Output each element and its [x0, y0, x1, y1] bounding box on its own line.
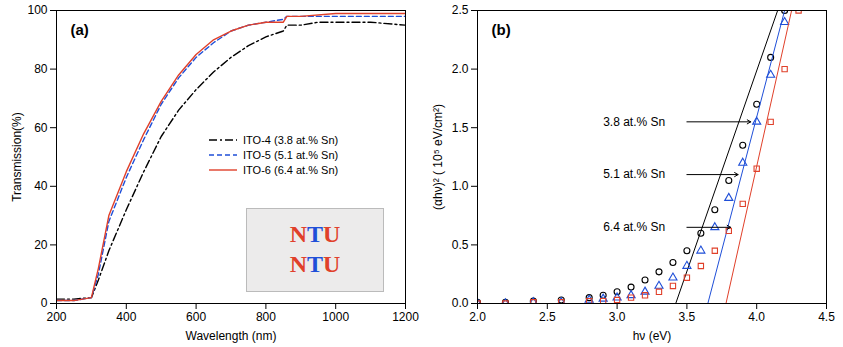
html-text:ITO-6 (6.4 at.% Sn): ITO-6 (6.4 at.% Sn)	[243, 163, 339, 176]
svg-text:5.1 at.% Sn: 5.1 at.% Sn	[603, 167, 665, 181]
html-text:N T U: N T U	[289, 251, 341, 277]
svg-text:3.0: 3.0	[609, 310, 626, 324]
svg-text:(a): (a)	[71, 21, 89, 38]
svg-text:200: 200	[46, 310, 66, 324]
svg-text:1200: 1200	[392, 310, 419, 324]
svg-text:2.5: 2.5	[452, 3, 469, 17]
svg-text:hν (eV): hν (eV)	[633, 329, 672, 343]
svg-text:400: 400	[116, 310, 136, 324]
svg-text:2.5: 2.5	[539, 310, 556, 324]
svg-text:Transmission(%): Transmission(%)	[10, 112, 24, 202]
svg-text:4.5: 4.5	[818, 310, 835, 324]
svg-text:2.0: 2.0	[469, 310, 486, 324]
html-text:N T U: N T U	[289, 221, 341, 247]
svg-text:1.0: 1.0	[452, 179, 469, 193]
svg-text:3.8 at.% Sn: 3.8 at.% Sn	[603, 115, 665, 129]
svg-text:1000: 1000	[322, 310, 349, 324]
svg-text:1.5: 1.5	[452, 121, 469, 135]
svg-text:Wavelength (nm): Wavelength (nm)	[186, 329, 277, 343]
svg-text:100: 100	[27, 3, 47, 17]
svg-text:3.5: 3.5	[679, 310, 696, 324]
svg-text:6.4 at.% Sn: 6.4 at.% Sn	[603, 220, 665, 234]
svg-text:(b): (b)	[492, 21, 511, 38]
svg-text:600: 600	[186, 310, 206, 324]
svg-text:0.5: 0.5	[452, 238, 469, 252]
svg-text:0.0: 0.0	[452, 296, 469, 310]
html-text:ITO-4 (3.8 at.% Sn): ITO-4 (3.8 at.% Sn)	[243, 133, 339, 146]
svg-text:4.0: 4.0	[748, 310, 765, 324]
svg-text:20: 20	[34, 238, 48, 252]
svg-text:80: 80	[34, 62, 48, 76]
svg-text:800: 800	[256, 310, 276, 324]
svg-text:40: 40	[34, 179, 48, 193]
svg-text:(αhν)² ( 10⁵ eV/cm²): (αhν)² ( 10⁵ eV/cm²)	[431, 104, 445, 210]
svg-text:2.0: 2.0	[452, 62, 469, 76]
svg-text:60: 60	[34, 121, 48, 135]
svg-text:0: 0	[41, 296, 48, 310]
html-text:ITO-5 (5.1 at.% Sn): ITO-5 (5.1 at.% Sn)	[243, 148, 339, 161]
